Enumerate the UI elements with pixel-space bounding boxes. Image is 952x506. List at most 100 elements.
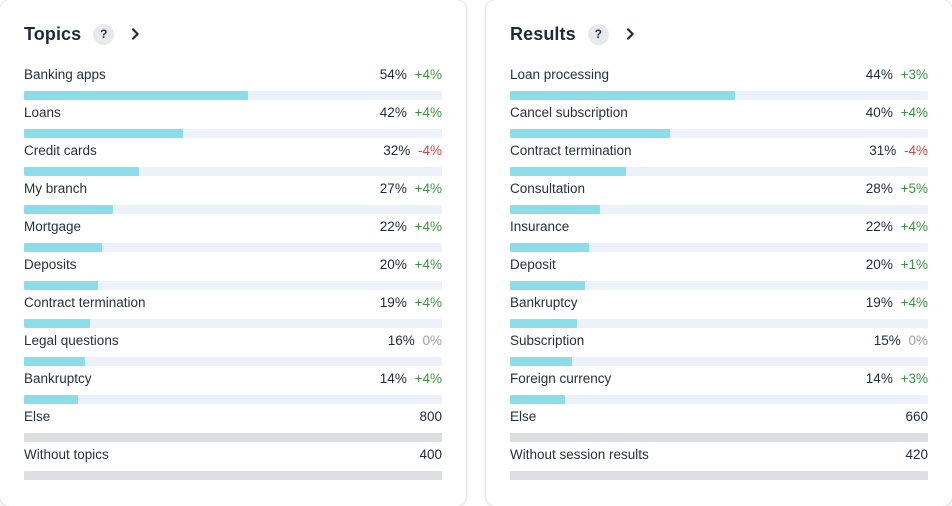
row-label: Contract termination (510, 143, 632, 158)
results-panel-header[interactable]: Results ? (510, 22, 928, 46)
progress-bar-fill (24, 205, 114, 214)
row-delta: +5% (900, 181, 928, 196)
row-value: 22% (379, 219, 407, 234)
row-label: Without topics (24, 447, 109, 462)
row-label: Bankruptcy (24, 371, 92, 386)
list-item-header: Without session results 420 (510, 446, 928, 463)
list-item[interactable]: Loans 42% +4% (24, 104, 442, 138)
list-item-header: Subscription 15% 0% (510, 332, 928, 349)
list-item-header: Legal questions 16% 0% (24, 332, 442, 349)
progress-bar-fill (510, 357, 572, 366)
progress-bar (24, 357, 442, 366)
row-delta: +4% (900, 295, 928, 310)
row-label: Loans (24, 105, 61, 120)
progress-bar (24, 471, 442, 480)
list-item-header: Deposits 20% +4% (24, 256, 442, 273)
panel-title: Topics (24, 23, 82, 44)
list-item[interactable]: Without topics 400 (24, 446, 442, 480)
row-values: 14% +3% (866, 370, 928, 387)
list-item[interactable]: Cancel subscription 40% +4% (510, 104, 928, 138)
list-item[interactable]: Subscription 15% 0% (510, 332, 928, 366)
list-item-header: Foreign currency 14% +3% (510, 370, 928, 387)
progress-bar-fill (24, 357, 85, 366)
topics-panel-header[interactable]: Topics ? (24, 22, 442, 46)
row-label: Loan processing (510, 67, 610, 82)
progress-bar (510, 395, 928, 404)
list-item[interactable]: Insurance 22% +4% (510, 218, 928, 252)
progress-bar (24, 167, 442, 176)
row-delta: +1% (900, 257, 928, 272)
progress-bar (510, 433, 928, 442)
list-item[interactable]: Foreign currency 14% +3% (510, 370, 928, 404)
row-delta: +4% (900, 219, 928, 234)
list-item-header: Bankruptcy 19% +4% (510, 294, 928, 311)
row-values: 54% +4% (380, 66, 442, 83)
row-values: 660 (905, 408, 928, 425)
row-value: 28% (865, 181, 893, 196)
progress-bar (510, 167, 928, 176)
list-item[interactable]: Bankruptcy 19% +4% (510, 294, 928, 328)
list-item[interactable]: Contract termination 31% -4% (510, 142, 928, 176)
row-label: Insurance (510, 219, 570, 234)
list-item[interactable]: Loan processing 44% +3% (510, 66, 928, 100)
list-item-header: My branch 27% +4% (24, 180, 442, 197)
progress-bar-fill (510, 319, 577, 328)
row-label: Subscription (510, 333, 585, 348)
progress-bar-fill (24, 281, 98, 290)
progress-bar (24, 433, 442, 442)
list-item-header: Mortgage 22% +4% (24, 218, 442, 235)
list-item[interactable]: Without session results 420 (510, 446, 928, 480)
list-item[interactable]: My branch 27% +4% (24, 180, 442, 214)
row-value: 15% (873, 333, 901, 348)
list-item-header: Insurance 22% +4% (510, 218, 928, 235)
list-item-header: Credit cards 32% -4% (24, 142, 442, 159)
progress-bar-fill (510, 281, 585, 290)
results-list: Loan processing 44% +3% Cancel subscript… (510, 66, 928, 480)
row-value: 44% (865, 67, 893, 82)
row-values: 400 (419, 446, 442, 463)
list-item[interactable]: Bankruptcy 14% +4% (24, 370, 442, 404)
results-panel: Results ? Loan processing 44% +3% Cancel… (486, 0, 952, 506)
row-delta: 0% (908, 333, 928, 348)
row-value: 19% (379, 295, 407, 310)
list-item[interactable]: Banking apps 54% +4% (24, 66, 442, 100)
help-icon[interactable]: ? (93, 23, 115, 45)
row-values: 20% +4% (380, 256, 442, 273)
list-item[interactable]: Credit cards 32% -4% (24, 142, 442, 176)
progress-bar-fill (510, 167, 627, 176)
row-values: 420 (905, 446, 928, 463)
row-values: 40% +4% (866, 104, 928, 121)
row-values: 800 (419, 408, 442, 425)
row-value: 42% (379, 105, 407, 120)
progress-bar (24, 129, 442, 138)
progress-bar-fill (24, 471, 442, 480)
progress-bar-fill (24, 319, 91, 328)
list-item[interactable]: Deposit 20% +1% (510, 256, 928, 290)
row-value: 22% (865, 219, 893, 234)
progress-bar-fill (24, 167, 139, 176)
row-value: 400 (419, 447, 442, 462)
list-item[interactable]: Contract termination 19% +4% (24, 294, 442, 328)
help-icon[interactable]: ? (587, 23, 609, 45)
progress-bar (510, 281, 928, 290)
row-delta: +4% (414, 295, 442, 310)
chevron-right-icon[interactable] (127, 26, 143, 42)
list-item[interactable]: Else 800 (24, 408, 442, 442)
list-item[interactable]: Legal questions 16% 0% (24, 332, 442, 366)
progress-bar (24, 395, 442, 404)
row-delta: +4% (414, 105, 442, 120)
row-values: 27% +4% (380, 180, 442, 197)
row-values: 16% 0% (388, 332, 442, 349)
list-item[interactable]: Consultation 28% +5% (510, 180, 928, 214)
progress-bar-fill (510, 205, 600, 214)
list-item[interactable]: Deposits 20% +4% (24, 256, 442, 290)
row-label: Consultation (510, 181, 586, 196)
row-value: 16% (387, 333, 415, 348)
row-delta: +3% (900, 371, 928, 386)
list-item[interactable]: Else 660 (510, 408, 928, 442)
list-item[interactable]: Mortgage 22% +4% (24, 218, 442, 252)
row-delta: -4% (417, 143, 442, 158)
row-values: 22% +4% (866, 218, 928, 235)
row-value: 14% (865, 371, 893, 386)
chevron-right-icon[interactable] (622, 26, 638, 42)
